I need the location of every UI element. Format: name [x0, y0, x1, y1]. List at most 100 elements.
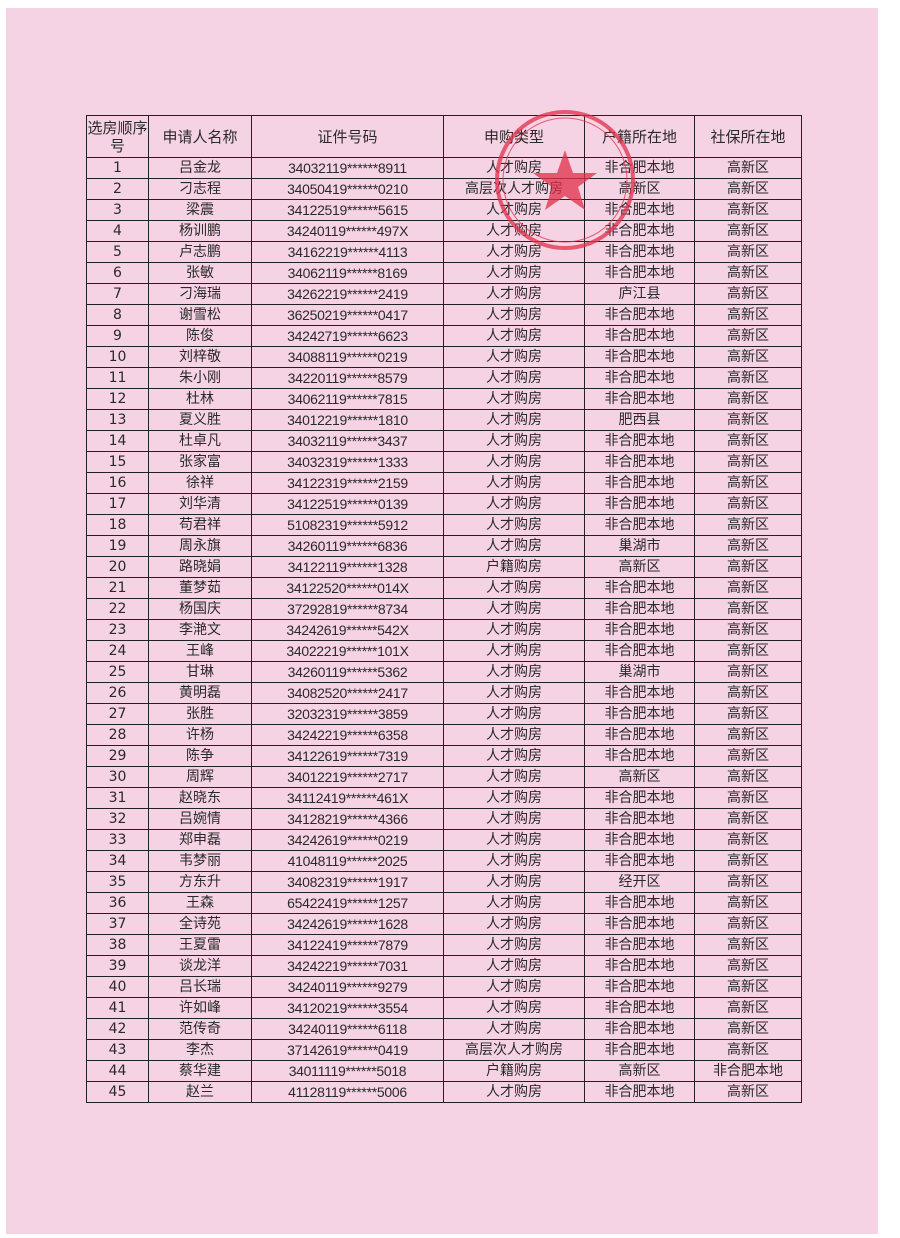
purchase-type: 人才购房	[443, 304, 585, 326]
header-hukou: 户籍所在地	[584, 115, 695, 158]
hukou-location: 非合肥本地	[584, 325, 695, 347]
purchase-type: 人才购房	[443, 514, 585, 536]
applicant-name: 刁志程	[148, 178, 252, 200]
hukou-location: 经开区	[584, 871, 695, 893]
hukou-location: 非合肥本地	[584, 514, 695, 536]
header-social: 社保所在地	[694, 115, 802, 158]
social-security-location: 高新区	[694, 556, 802, 578]
social-security-location: 高新区	[694, 619, 802, 641]
social-security-location: 高新区	[694, 472, 802, 494]
applicant-name: 刘华清	[148, 493, 252, 515]
table-row: 4 杨训鹏 34240119******497X 人才购房 非合肥本地 高新区	[86, 220, 802, 242]
row-order: 41	[86, 997, 149, 1019]
header-name: 申请人名称	[148, 115, 252, 158]
purchase-type: 人才购房	[443, 220, 585, 242]
id-number: 34122519******0139	[251, 493, 444, 515]
social-security-location: 高新区	[694, 1039, 802, 1061]
social-security-location: 高新区	[694, 367, 802, 389]
table-row: 41 许如峰 34120219******3554 人才购房 非合肥本地 高新区	[86, 997, 802, 1019]
hukou-location: 非合肥本地	[584, 346, 695, 368]
social-security-location: 高新区	[694, 178, 802, 200]
id-number: 34122619******7319	[251, 745, 444, 767]
id-number: 34088119******0219	[251, 346, 444, 368]
purchase-type: 人才购房	[443, 871, 585, 893]
social-security-location: 高新区	[694, 409, 802, 431]
social-security-location: 高新区	[694, 703, 802, 725]
table-row: 21 董梦茹 34122520******014X 人才购房 非合肥本地 高新区	[86, 577, 802, 599]
applicant-name: 朱小刚	[148, 367, 252, 389]
purchase-type: 人才购房	[443, 472, 585, 494]
table-row: 27 张胜 32032319******3859 人才购房 非合肥本地 高新区	[86, 703, 802, 725]
row-order: 39	[86, 955, 149, 977]
purchase-type: 人才购房	[443, 703, 585, 725]
hukou-location: 非合肥本地	[584, 472, 695, 494]
id-number: 34242219******7031	[251, 955, 444, 977]
purchase-type: 人才购房	[443, 199, 585, 221]
social-security-location: 高新区	[694, 493, 802, 515]
applicant-name: 杨训鹏	[148, 220, 252, 242]
row-order: 40	[86, 976, 149, 998]
purchase-type: 人才购房	[443, 451, 585, 473]
hukou-location: 非合肥本地	[584, 388, 695, 410]
purchase-type: 人才购房	[443, 661, 585, 683]
applicant-name: 李杰	[148, 1039, 252, 1061]
applicant-name: 王夏雷	[148, 934, 252, 956]
hukou-location: 非合肥本地	[584, 1018, 695, 1040]
social-security-location: 高新区	[694, 766, 802, 788]
table-row: 39 谈龙洋 34242219******7031 人才购房 非合肥本地 高新区	[86, 955, 802, 977]
row-order: 31	[86, 787, 149, 809]
table-row: 26 黄明磊 34082520******2417 人才购房 非合肥本地 高新区	[86, 682, 802, 704]
purchase-type: 人才购房	[443, 283, 585, 305]
row-order: 25	[86, 661, 149, 683]
social-security-location: 高新区	[694, 199, 802, 221]
table-row: 35 方东升 34082319******1917 人才购房 经开区 高新区	[86, 871, 802, 893]
id-number: 34122419******7879	[251, 934, 444, 956]
table-row: 32 吕婉情 34128219******4366 人才购房 非合肥本地 高新区	[86, 808, 802, 830]
hukou-location: 非合肥本地	[584, 199, 695, 221]
hukou-location: 非合肥本地	[584, 619, 695, 641]
id-number: 34122319******2159	[251, 472, 444, 494]
row-order: 43	[86, 1039, 149, 1061]
purchase-type: 人才购房	[443, 388, 585, 410]
applicant-name: 甘琳	[148, 661, 252, 683]
table-row: 44 蔡华建 34011119******5018 户籍购房 高新区 非合肥本地	[86, 1060, 802, 1082]
purchase-type: 人才购房	[443, 409, 585, 431]
purchase-type: 人才购房	[443, 1018, 585, 1040]
applicant-name: 李滟文	[148, 619, 252, 641]
table-row: 43 李杰 37142619******0419 高层次人才购房 非合肥本地 高新区	[86, 1039, 802, 1061]
social-security-location: 高新区	[694, 262, 802, 284]
social-security-location: 高新区	[694, 1081, 802, 1103]
purchase-type: 高层次人才购房	[443, 1039, 585, 1061]
table-row: 25 甘琳 34260119******5362 人才购房 巢湖市 高新区	[86, 661, 802, 683]
table-row: 10 刘梓敬 34088119******0219 人才购房 非合肥本地 高新区	[86, 346, 802, 368]
social-security-location: 高新区	[694, 745, 802, 767]
social-security-location: 高新区	[694, 787, 802, 809]
row-order: 34	[86, 850, 149, 872]
hukou-location: 非合肥本地	[584, 304, 695, 326]
document-page: 选房顺序号 申请人名称 证件号码 申购类型 户籍所在地 社保所在地 1 吕金龙 34…	[6, 8, 878, 1234]
row-order: 1	[86, 157, 149, 179]
applicant-name: 王峰	[148, 640, 252, 662]
social-security-location: 高新区	[694, 325, 802, 347]
social-security-location: 高新区	[694, 220, 802, 242]
hukou-location: 非合肥本地	[584, 577, 695, 599]
purchase-type: 人才购房	[443, 535, 585, 557]
table-row: 19 周永旗 34260119******6836 人才购房 巢湖市 高新区	[86, 535, 802, 557]
table-row: 42 范传奇 34240119******6118 人才购房 非合肥本地 高新区	[86, 1018, 802, 1040]
social-security-location: 高新区	[694, 388, 802, 410]
hukou-location: 巢湖市	[584, 661, 695, 683]
table-row: 3 梁震 34122519******5615 人才购房 非合肥本地 高新区	[86, 199, 802, 221]
social-security-location: 高新区	[694, 514, 802, 536]
social-security-location: 高新区	[694, 1018, 802, 1040]
hukou-location: 非合肥本地	[584, 976, 695, 998]
applicant-name: 陈争	[148, 745, 252, 767]
header-id: 证件号码	[251, 115, 444, 158]
purchase-type: 人才购房	[443, 724, 585, 746]
applicant-name: 杨国庆	[148, 598, 252, 620]
row-order: 9	[86, 325, 149, 347]
hukou-location: 非合肥本地	[584, 724, 695, 746]
purchase-type: 户籍购房	[443, 556, 585, 578]
row-order: 20	[86, 556, 149, 578]
applicant-name: 谈龙洋	[148, 955, 252, 977]
applicant-name: 蔡华建	[148, 1060, 252, 1082]
